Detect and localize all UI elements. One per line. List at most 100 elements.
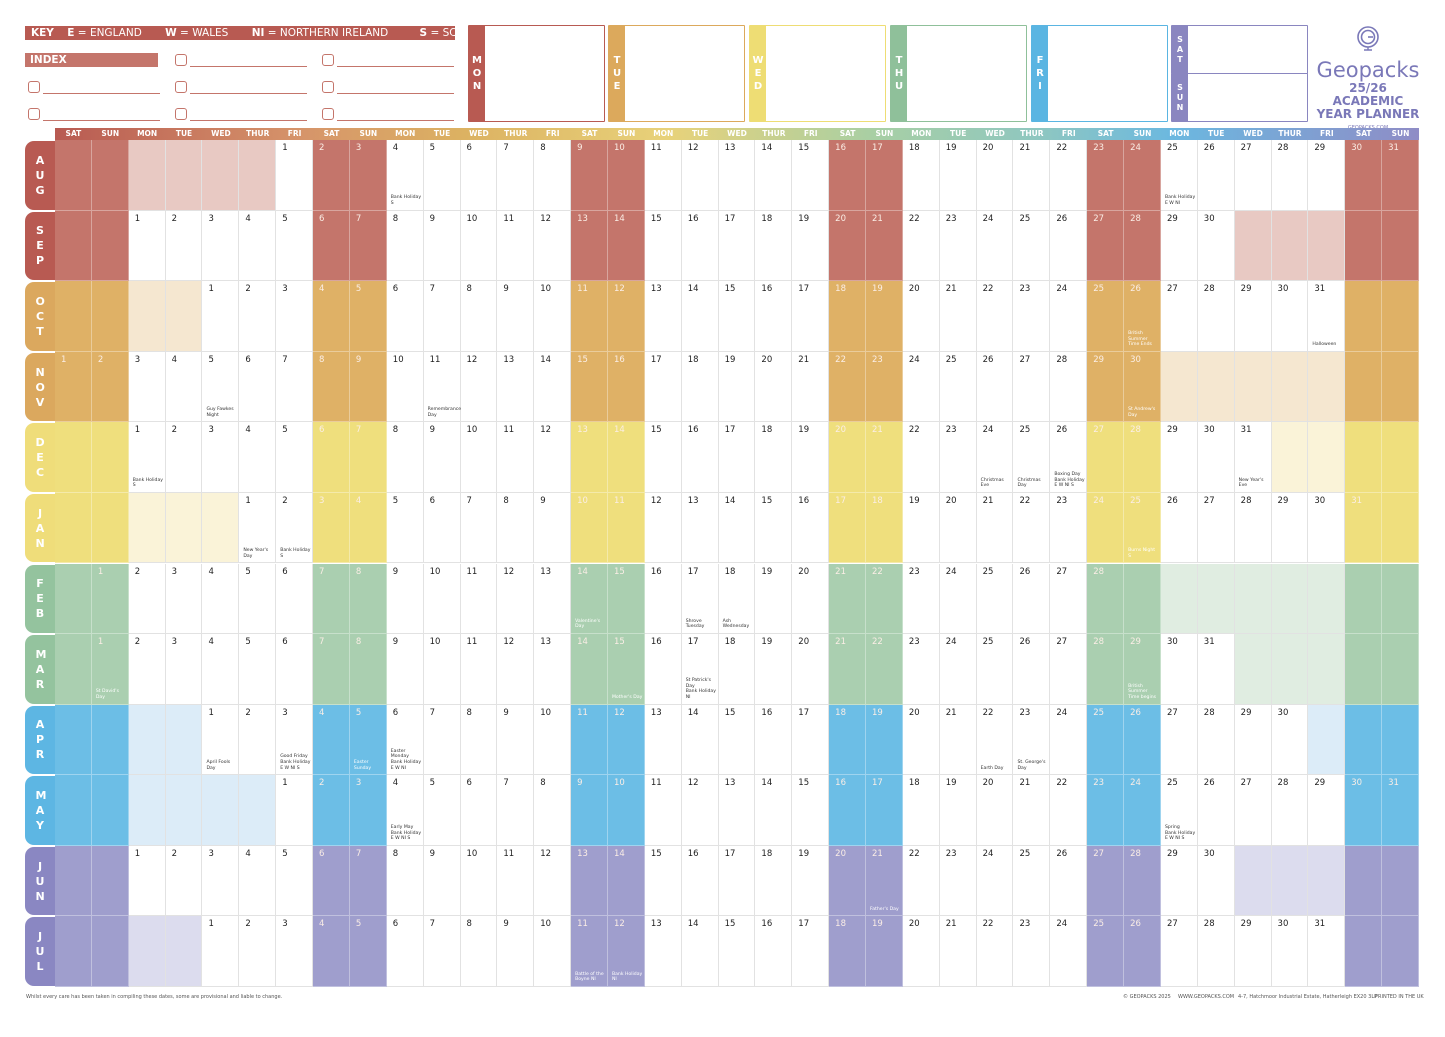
day-cell[interactable]: 28 [1124, 845, 1161, 917]
day-cell[interactable]: 12 [644, 492, 682, 564]
day-cell[interactable]: 9 [497, 704, 535, 776]
day-cell[interactable]: 8 [349, 634, 387, 705]
day-cell[interactable]: 16 [755, 916, 793, 987]
day-cell[interactable]: 28 [1124, 210, 1161, 282]
day-cell[interactable]: 9 [386, 634, 424, 705]
day-cell[interactable]: 16 [681, 845, 719, 917]
day-cell[interactable]: 31 [1382, 775, 1419, 846]
day-cell[interactable]: 1 April Fools Day [202, 704, 240, 776]
day-cell[interactable]: 23 [939, 422, 977, 493]
day-cell[interactable]: 25 Burns Night S [1124, 492, 1161, 564]
day-cell[interactable]: 29 [1160, 422, 1198, 493]
day-cell[interactable]: 5 [349, 916, 387, 987]
day-cell[interactable]: 21 [1013, 140, 1051, 211]
day-cell[interactable]: 1 [202, 916, 240, 987]
day-cell[interactable]: 13 [497, 351, 535, 423]
day-cell[interactable]: 1 [202, 281, 240, 352]
day-cell[interactable]: 3 [165, 563, 203, 635]
day-cell[interactable]: 1 [128, 845, 166, 917]
day-cell[interactable]: 6 [239, 351, 277, 423]
day-cell[interactable]: 7 [349, 210, 387, 282]
day-cell[interactable]: 19 [866, 704, 903, 776]
day-cell[interactable]: 26 [1124, 704, 1161, 776]
day-cell[interactable]: 20 [792, 563, 830, 635]
day-cell[interactable]: 10 [460, 845, 498, 917]
index-checkbox[interactable] [322, 108, 334, 120]
day-cell[interactable]: 24 [1050, 916, 1088, 987]
day-cell[interactable]: 1 [276, 140, 314, 211]
day-cell[interactable]: 16 [681, 210, 719, 282]
day-cell[interactable]: 9 [497, 916, 535, 987]
index-checkbox[interactable] [175, 108, 187, 120]
day-cell[interactable]: 7 [349, 422, 387, 493]
day-cell[interactable]: 27 [1087, 210, 1125, 282]
day-cell[interactable]: 14 [755, 140, 793, 211]
day-cell[interactable]: 18 [755, 422, 793, 493]
day-cell[interactable]: 25 Bank Holiday E W NI [1160, 140, 1198, 211]
day-cell[interactable]: 19 [792, 210, 830, 282]
day-cell[interactable]: 10 [571, 492, 608, 564]
day-cell[interactable]: 1 [91, 563, 129, 635]
day-cell[interactable]: 4 [202, 634, 240, 705]
day-cell[interactable]: 8 [313, 351, 350, 423]
day-cell[interactable]: 15 [571, 351, 608, 423]
day-cell[interactable]: 8 [534, 775, 572, 846]
day-cell[interactable]: 25 Christmas Day [1013, 422, 1051, 493]
day-cell[interactable]: 22 [1050, 140, 1088, 211]
day-cell[interactable]: 13 [571, 845, 608, 917]
day-cell[interactable]: 29 [1160, 210, 1198, 282]
day-cell[interactable]: 21 [939, 281, 977, 352]
day-cell[interactable]: 2 [165, 845, 203, 917]
index-checkbox[interactable] [28, 108, 40, 120]
day-cell[interactable]: 18 [755, 210, 793, 282]
day-cell[interactable]: 7 [423, 916, 461, 987]
day-cell[interactable]: 12 Bank Holiday NI [607, 916, 645, 987]
day-cell[interactable]: 10 [423, 634, 461, 705]
day-cell[interactable]: 27 [1197, 492, 1235, 564]
day-cell[interactable]: 17 [866, 140, 903, 211]
day-cell[interactable]: 15 Mother's Day [607, 634, 645, 705]
day-cell[interactable]: 13 [718, 775, 756, 846]
day-cell[interactable]: 6 [313, 422, 350, 493]
day-cell[interactable]: 5 [423, 140, 461, 211]
day-cell[interactable]: 12 [534, 210, 572, 282]
day-cell[interactable]: 27 [1013, 351, 1051, 423]
day-cell[interactable]: 6 [276, 634, 314, 705]
day-cell[interactable]: 22 [866, 634, 903, 705]
day-cell[interactable]: 5 [423, 775, 461, 846]
day-cell[interactable]: 28 [1271, 140, 1309, 211]
day-cell[interactable]: 27 [1234, 775, 1272, 846]
day-cell[interactable]: 17 [718, 845, 756, 917]
day-cell[interactable]: 2 Bank Holiday S [276, 492, 314, 564]
day-cell[interactable]: 21 [866, 422, 903, 493]
day-cell[interactable]: 16 [755, 704, 793, 776]
day-cell[interactable]: 15 [755, 492, 793, 564]
day-cell[interactable]: 16 [792, 492, 830, 564]
day-cell[interactable]: 4 [239, 422, 277, 493]
day-cell[interactable]: 14 [681, 281, 719, 352]
day-cell[interactable]: 4 [202, 563, 240, 635]
day-cell[interactable]: 9 [571, 775, 608, 846]
day-cell[interactable]: 3 [313, 492, 350, 564]
day-cell[interactable]: 5 Easter Sunday [349, 704, 387, 776]
day-cell[interactable]: 22 [902, 845, 940, 917]
day-cell[interactable]: 31 New Year's Eve [1234, 422, 1272, 493]
day-cell[interactable]: 14 [571, 634, 608, 705]
day-cell[interactable]: 8 [349, 563, 387, 635]
day-cell[interactable]: 8 [460, 281, 498, 352]
day-cell[interactable]: 5 [276, 422, 314, 493]
day-cell[interactable]: 6 [460, 775, 498, 846]
day-cell[interactable]: 23 [1087, 775, 1125, 846]
day-cell[interactable]: 14 [755, 775, 793, 846]
day-cell[interactable]: 2 [239, 916, 277, 987]
index-entry-line[interactable] [43, 93, 160, 94]
day-cell[interactable]: 27 [1087, 422, 1125, 493]
day-cell[interactable]: 26 [1013, 634, 1051, 705]
day-cell[interactable]: 31 [1382, 140, 1419, 211]
day-cell[interactable]: 11 [460, 563, 498, 635]
day-cell[interactable]: 25 [976, 634, 1014, 705]
day-cell[interactable]: 17 [644, 351, 682, 423]
